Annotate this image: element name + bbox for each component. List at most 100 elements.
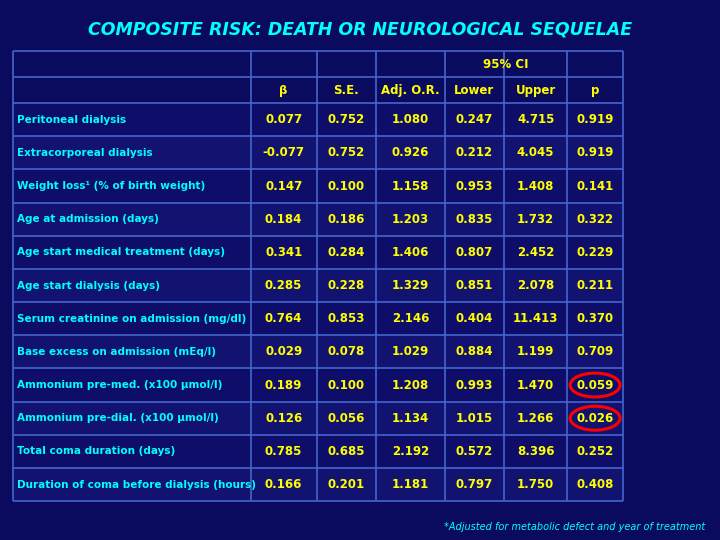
Text: 1.208: 1.208 bbox=[392, 379, 429, 392]
Text: Ammonium pre-dial. (x100 μmol/l): Ammonium pre-dial. (x100 μmol/l) bbox=[17, 413, 219, 423]
Text: 0.126: 0.126 bbox=[265, 411, 302, 424]
Text: 0.201: 0.201 bbox=[328, 478, 365, 491]
Text: 0.212: 0.212 bbox=[456, 146, 493, 159]
Text: 0.147: 0.147 bbox=[265, 180, 302, 193]
Text: 1.408: 1.408 bbox=[517, 180, 554, 193]
Text: 0.685: 0.685 bbox=[328, 445, 365, 458]
Text: Adj. O.R.: Adj. O.R. bbox=[381, 84, 440, 97]
Text: 0.078: 0.078 bbox=[328, 346, 365, 359]
Text: 0.993: 0.993 bbox=[456, 379, 493, 392]
Text: Peritoneal dialysis: Peritoneal dialysis bbox=[17, 114, 127, 125]
Text: 0.056: 0.056 bbox=[328, 411, 365, 424]
Text: 0.919: 0.919 bbox=[577, 113, 613, 126]
Bar bbox=[13, 236, 623, 269]
Text: Serum creatinine on admission (mg/dl): Serum creatinine on admission (mg/dl) bbox=[17, 314, 246, 323]
Text: 0.184: 0.184 bbox=[265, 213, 302, 226]
Text: 1.329: 1.329 bbox=[392, 279, 429, 292]
Text: 0.404: 0.404 bbox=[456, 312, 493, 325]
Bar bbox=[13, 335, 623, 368]
Text: 0.211: 0.211 bbox=[577, 279, 613, 292]
Bar bbox=[13, 77, 623, 103]
Text: 0.807: 0.807 bbox=[456, 246, 493, 259]
Bar bbox=[13, 302, 623, 335]
Bar bbox=[13, 202, 623, 236]
Text: 0.100: 0.100 bbox=[328, 180, 365, 193]
Text: 0.752: 0.752 bbox=[328, 113, 365, 126]
Text: 0.851: 0.851 bbox=[456, 279, 493, 292]
Text: 1.080: 1.080 bbox=[392, 113, 429, 126]
Text: 8.396: 8.396 bbox=[517, 445, 554, 458]
Text: 1.181: 1.181 bbox=[392, 478, 429, 491]
Text: 0.926: 0.926 bbox=[392, 146, 429, 159]
Bar bbox=[13, 103, 623, 136]
Text: -0.077: -0.077 bbox=[263, 146, 305, 159]
Bar bbox=[13, 136, 623, 170]
Text: 0.797: 0.797 bbox=[456, 478, 493, 491]
Text: 4.045: 4.045 bbox=[517, 146, 554, 159]
Text: 0.408: 0.408 bbox=[577, 478, 613, 491]
Text: Ammonium pre-med. (x100 μmol/l): Ammonium pre-med. (x100 μmol/l) bbox=[17, 380, 222, 390]
Text: 0.752: 0.752 bbox=[328, 146, 365, 159]
Text: 1.732: 1.732 bbox=[517, 213, 554, 226]
Text: Duration of coma before dialysis (hours): Duration of coma before dialysis (hours) bbox=[17, 480, 256, 490]
Text: 1.750: 1.750 bbox=[517, 478, 554, 491]
Text: 0.285: 0.285 bbox=[265, 279, 302, 292]
Text: Upper: Upper bbox=[516, 84, 556, 97]
Text: Extracorporeal dialysis: Extracorporeal dialysis bbox=[17, 148, 153, 158]
Bar bbox=[13, 402, 623, 435]
Text: Weight loss¹ (% of birth weight): Weight loss¹ (% of birth weight) bbox=[17, 181, 205, 191]
Text: 95% CI: 95% CI bbox=[483, 58, 529, 71]
Bar bbox=[13, 51, 623, 77]
Text: 0.322: 0.322 bbox=[577, 213, 613, 226]
Text: 1.029: 1.029 bbox=[392, 346, 429, 359]
Bar bbox=[13, 435, 623, 468]
Text: 1.158: 1.158 bbox=[392, 180, 429, 193]
Bar bbox=[13, 368, 623, 402]
Text: 1.015: 1.015 bbox=[456, 411, 493, 424]
Text: 0.953: 0.953 bbox=[456, 180, 493, 193]
Text: 0.166: 0.166 bbox=[265, 478, 302, 491]
Text: 1.470: 1.470 bbox=[517, 379, 554, 392]
Text: p: p bbox=[591, 84, 599, 97]
Text: 0.029: 0.029 bbox=[265, 346, 302, 359]
Text: 0.884: 0.884 bbox=[456, 346, 493, 359]
Text: *Adjusted for metabolic defect and year of treatment: *Adjusted for metabolic defect and year … bbox=[444, 522, 706, 531]
Text: Lower: Lower bbox=[454, 84, 495, 97]
Text: 0.853: 0.853 bbox=[328, 312, 365, 325]
Text: 11.413: 11.413 bbox=[513, 312, 559, 325]
Bar bbox=[13, 170, 623, 202]
Text: S.E.: S.E. bbox=[333, 84, 359, 97]
Text: 1.134: 1.134 bbox=[392, 411, 429, 424]
Bar bbox=[13, 269, 623, 302]
Text: 0.572: 0.572 bbox=[456, 445, 493, 458]
Text: 2.192: 2.192 bbox=[392, 445, 429, 458]
Text: Age start medical treatment (days): Age start medical treatment (days) bbox=[17, 247, 225, 258]
Text: 0.229: 0.229 bbox=[577, 246, 613, 259]
Text: 0.709: 0.709 bbox=[577, 346, 613, 359]
Text: 1.406: 1.406 bbox=[392, 246, 429, 259]
Text: 0.341: 0.341 bbox=[265, 246, 302, 259]
Text: 2.452: 2.452 bbox=[517, 246, 554, 259]
Text: 1.199: 1.199 bbox=[517, 346, 554, 359]
Text: 1.203: 1.203 bbox=[392, 213, 429, 226]
Text: 4.715: 4.715 bbox=[517, 113, 554, 126]
Text: Age at admission (days): Age at admission (days) bbox=[17, 214, 159, 224]
Text: Age start dialysis (days): Age start dialysis (days) bbox=[17, 281, 161, 291]
Text: 0.026: 0.026 bbox=[577, 411, 613, 424]
Text: Base excess on admission (mEq/l): Base excess on admission (mEq/l) bbox=[17, 347, 216, 357]
Text: 0.370: 0.370 bbox=[577, 312, 613, 325]
Text: β: β bbox=[279, 84, 288, 97]
Text: 0.919: 0.919 bbox=[577, 146, 613, 159]
Text: COMPOSITE RISK: DEATH OR NEUROLOGICAL SEQUELAE: COMPOSITE RISK: DEATH OR NEUROLOGICAL SE… bbox=[88, 21, 632, 39]
Bar bbox=[13, 468, 623, 501]
Text: 0.186: 0.186 bbox=[328, 213, 365, 226]
Text: 0.252: 0.252 bbox=[577, 445, 613, 458]
Text: 0.785: 0.785 bbox=[265, 445, 302, 458]
Text: 0.835: 0.835 bbox=[456, 213, 493, 226]
Text: Total coma duration (days): Total coma duration (days) bbox=[17, 447, 176, 456]
Text: 0.077: 0.077 bbox=[265, 113, 302, 126]
Text: 2.146: 2.146 bbox=[392, 312, 429, 325]
Text: 0.059: 0.059 bbox=[577, 379, 613, 392]
Text: 0.100: 0.100 bbox=[328, 379, 365, 392]
Text: 0.284: 0.284 bbox=[328, 246, 365, 259]
